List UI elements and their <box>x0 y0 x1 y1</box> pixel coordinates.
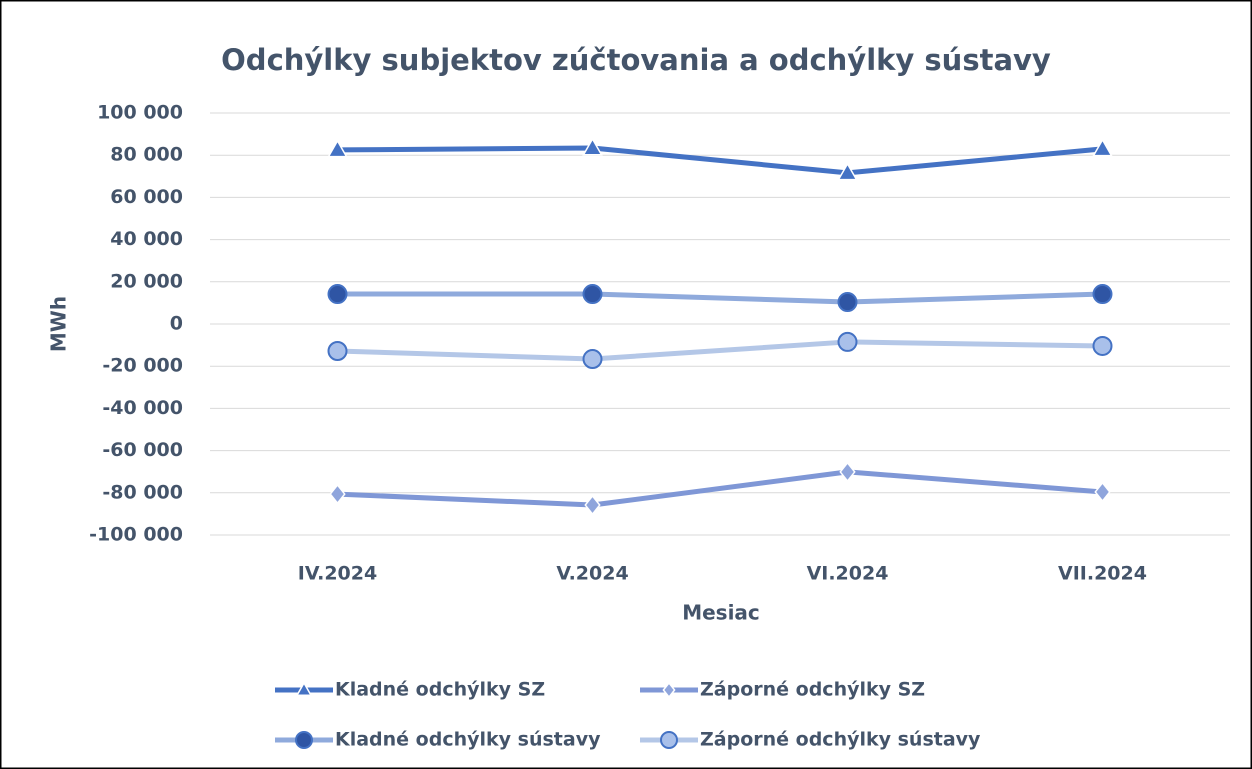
marker <box>839 461 856 483</box>
x-axis-label: Mesiac <box>682 601 760 625</box>
x-tick-label: VII.2024 <box>1058 563 1147 585</box>
y-tick-label: 40 000 <box>110 228 183 250</box>
legend-label: Kladné odchýlky SZ <box>335 679 545 701</box>
marker <box>584 494 601 516</box>
series-line <box>337 469 1103 508</box>
marker <box>295 731 313 749</box>
y-tick-label: 60 000 <box>110 186 183 208</box>
marker <box>837 331 858 352</box>
y-tick-label: 20 000 <box>110 270 183 292</box>
marker <box>660 731 678 749</box>
marker <box>1094 481 1111 503</box>
y-tick-label: -60 000 <box>102 439 183 461</box>
x-tick-label: IV.2024 <box>298 563 377 585</box>
y-tick-label: -40 000 <box>102 397 183 419</box>
marker <box>837 162 858 181</box>
series-line <box>337 145 1103 176</box>
y-axis-label: MWh <box>47 296 71 352</box>
y-tick-label: -100 000 <box>89 524 183 546</box>
legend-label: Kladné odchýlky sústavy <box>335 729 601 751</box>
x-tick-label: VI.2024 <box>807 563 889 585</box>
marker <box>329 483 346 505</box>
legend-label: Záporné odchýlky SZ <box>700 679 925 701</box>
y-tick-label: -20 000 <box>102 355 183 377</box>
marker <box>327 341 348 362</box>
chart-title: Odchýlky subjektov zúčtovania a odchýlky… <box>221 43 1051 77</box>
marker <box>1092 335 1113 356</box>
series-line <box>337 339 1103 362</box>
marker <box>1092 138 1113 157</box>
y-tick-label: 80 000 <box>110 144 183 166</box>
y-tick-label: 0 <box>170 313 183 335</box>
marker <box>327 139 348 158</box>
y-tick-label: -80 000 <box>102 481 183 503</box>
marker <box>582 349 603 370</box>
y-tick-label: 100 000 <box>97 102 183 124</box>
marker <box>582 137 603 156</box>
marker <box>295 681 313 696</box>
marker <box>1092 284 1113 305</box>
x-tick-label: V.2024 <box>556 563 628 585</box>
legend-label: Záporné odchýlky sústavy <box>700 729 981 751</box>
series-line <box>337 291 1103 305</box>
marker <box>662 681 676 699</box>
marker <box>327 284 348 305</box>
marker <box>837 292 858 313</box>
marker <box>582 284 603 305</box>
